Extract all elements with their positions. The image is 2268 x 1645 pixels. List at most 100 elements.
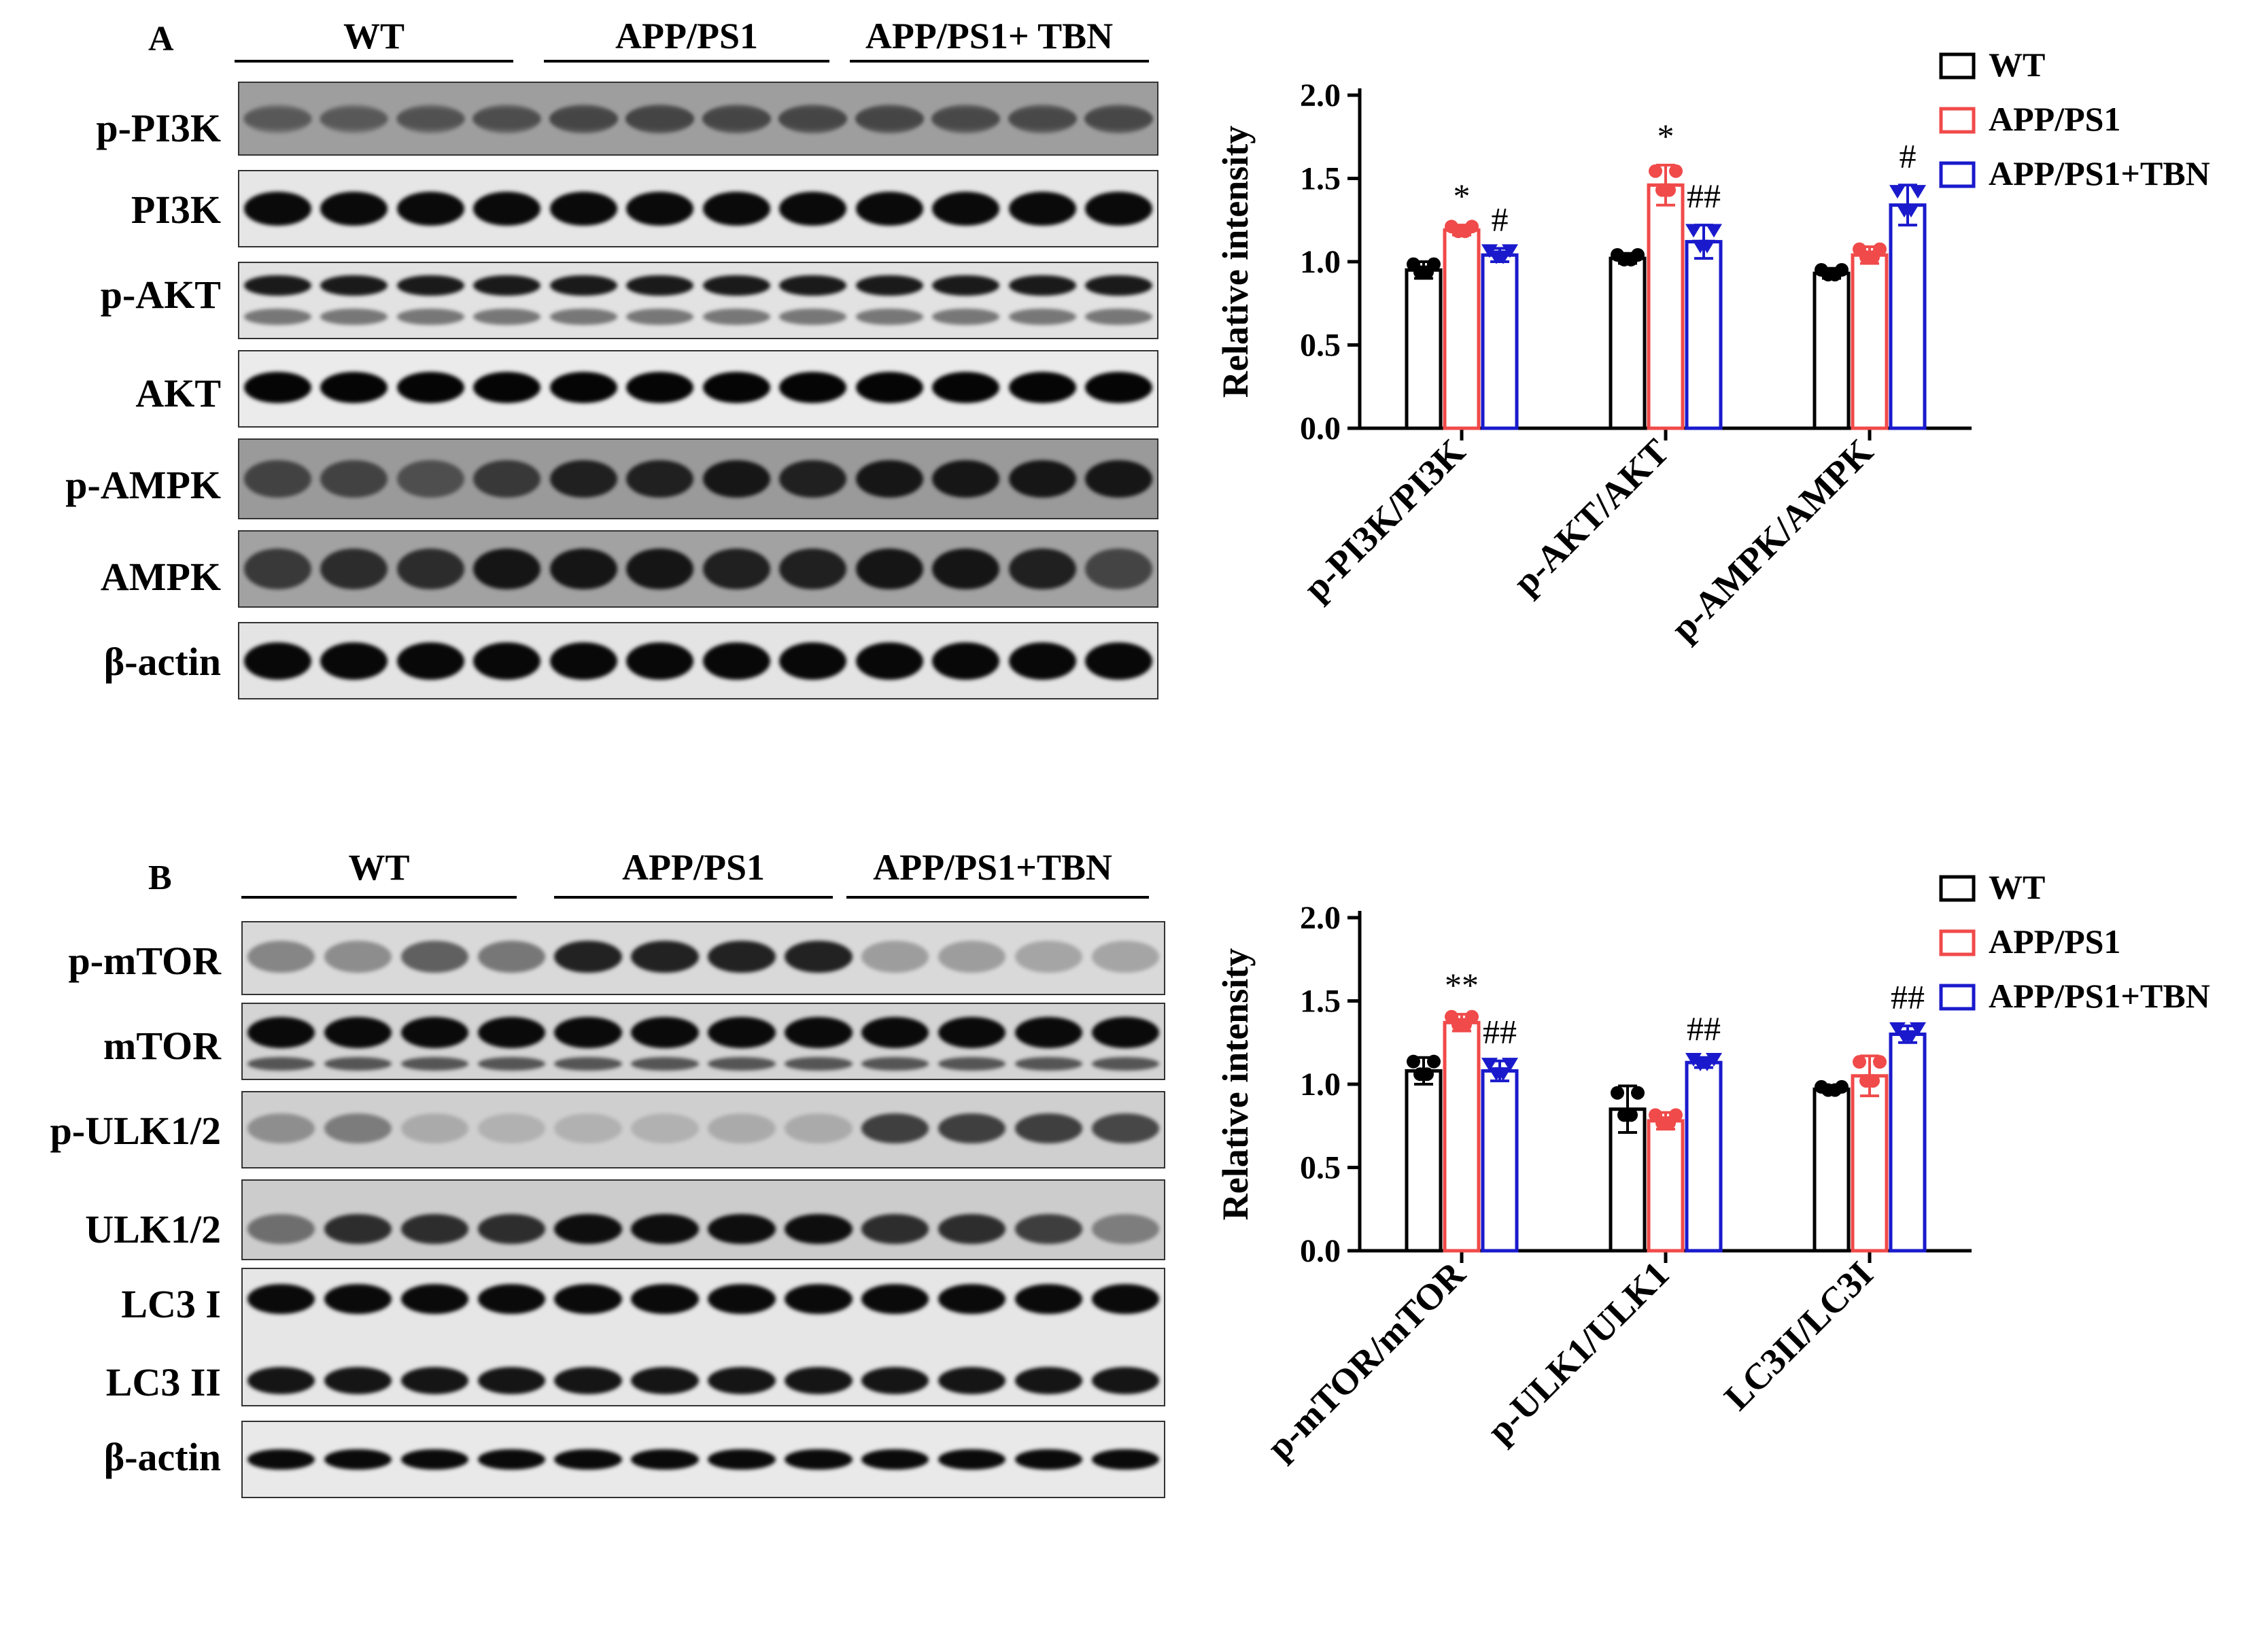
blot-band bbox=[477, 1016, 545, 1048]
blot-band bbox=[320, 309, 388, 326]
blot-a-akt bbox=[238, 350, 1158, 428]
significance-mark: # bbox=[1492, 200, 1509, 238]
panel-b-group-wt-line bbox=[241, 896, 517, 899]
blot-band bbox=[785, 1367, 853, 1394]
blot-band bbox=[247, 940, 315, 973]
legend-swatch bbox=[1939, 929, 1976, 956]
blot-band bbox=[473, 460, 541, 498]
data-point bbox=[1465, 1009, 1479, 1024]
bar bbox=[1685, 1060, 1723, 1253]
blot-band bbox=[1085, 192, 1153, 226]
y-tick-label: 2.0 bbox=[1300, 77, 1341, 114]
data-point bbox=[1649, 164, 1662, 178]
data-point bbox=[1502, 244, 1518, 258]
blot-band bbox=[938, 1214, 1006, 1245]
blot-band bbox=[779, 642, 847, 680]
panel-b-row-label: LC3 II bbox=[105, 1360, 221, 1404]
blot-band bbox=[855, 107, 923, 130]
blot-band bbox=[779, 275, 847, 296]
blot-band bbox=[320, 107, 388, 130]
blot-band bbox=[243, 371, 311, 403]
blot-band bbox=[247, 1057, 315, 1071]
blot-band bbox=[938, 1449, 1006, 1470]
data-point bbox=[1853, 1055, 1866, 1069]
blot-band bbox=[932, 548, 1000, 590]
blot-band bbox=[938, 1367, 1006, 1394]
blot-band bbox=[785, 1449, 853, 1470]
blot-band bbox=[247, 1214, 315, 1245]
bar bbox=[1405, 268, 1443, 430]
panel-b-letter: B bbox=[148, 859, 172, 897]
blot-band bbox=[324, 1367, 392, 1394]
data-point bbox=[1910, 185, 1926, 199]
blot-band bbox=[1014, 1284, 1083, 1314]
blot-band bbox=[708, 1367, 776, 1394]
blot-band bbox=[324, 1449, 392, 1470]
blot-band bbox=[785, 1016, 853, 1048]
blot-band bbox=[631, 1449, 699, 1470]
blot-band bbox=[549, 460, 617, 498]
blot-band bbox=[1085, 548, 1153, 590]
blot-band bbox=[477, 1057, 545, 1071]
data-point bbox=[1889, 185, 1906, 199]
significance-mark: ## bbox=[1891, 977, 1925, 1016]
blot-band bbox=[855, 192, 923, 226]
blot-band bbox=[477, 1113, 545, 1143]
significance-mark: ## bbox=[1687, 177, 1721, 215]
panel-a-letter: A bbox=[148, 20, 174, 58]
bar bbox=[1889, 203, 1927, 430]
panel-b-row-label: mTOR bbox=[103, 1024, 221, 1068]
x-category-label: p-ULK1/ULK1 bbox=[1479, 1253, 1677, 1451]
blot-band bbox=[702, 548, 770, 590]
significance-mark: ## bbox=[1483, 1013, 1517, 1051]
bar bbox=[1812, 1087, 1851, 1253]
blot-band bbox=[708, 1113, 776, 1143]
bar bbox=[1851, 253, 1889, 430]
data-point bbox=[1706, 1053, 1722, 1067]
blot-band bbox=[324, 1113, 392, 1143]
blot-band bbox=[626, 460, 694, 498]
panel-b-row-label: ULK1/2 bbox=[85, 1207, 221, 1251]
blot-band bbox=[549, 107, 617, 130]
blot-band bbox=[779, 192, 847, 226]
blot-band bbox=[247, 1284, 315, 1314]
blot-band bbox=[1008, 107, 1076, 130]
blot-band bbox=[1014, 1214, 1083, 1245]
panel-b-row-label: LC3 I bbox=[121, 1282, 221, 1326]
blot-band bbox=[396, 548, 464, 590]
panel-b-row-label: β-actin bbox=[103, 1435, 221, 1479]
blot-band bbox=[861, 1057, 929, 1071]
x-category-label: LC3II/LC3I bbox=[1717, 1253, 1881, 1418]
bar bbox=[1443, 228, 1481, 430]
blot-band bbox=[247, 1016, 315, 1048]
blot-band bbox=[631, 1214, 699, 1245]
data-point bbox=[1611, 1086, 1624, 1100]
panel-b-row-label: p-ULK1/2 bbox=[50, 1109, 221, 1153]
data-point bbox=[1903, 204, 1919, 218]
legend-label: APP/PS1 bbox=[1989, 100, 2120, 138]
blot-band bbox=[861, 1113, 929, 1143]
blot-a-p-pi3k bbox=[238, 82, 1158, 156]
blot-band bbox=[708, 1449, 776, 1470]
blot-band bbox=[243, 460, 311, 498]
blot-band bbox=[400, 1367, 468, 1394]
blot-band bbox=[626, 275, 694, 296]
blot-a-p-ampk bbox=[238, 438, 1158, 519]
blot-band bbox=[626, 548, 694, 590]
y-tick-label: 1.5 bbox=[1300, 984, 1341, 1020]
significance-mark: ## bbox=[1687, 1009, 1721, 1047]
blot-band bbox=[1008, 192, 1076, 226]
blot-band bbox=[938, 1057, 1006, 1071]
data-point bbox=[1495, 1067, 1511, 1081]
blot-band bbox=[702, 642, 770, 680]
blot-band bbox=[549, 192, 617, 226]
significance-mark: * bbox=[1657, 117, 1674, 155]
panel-a-row-label: p-PI3K bbox=[96, 106, 221, 150]
significance-mark: * bbox=[1454, 177, 1471, 215]
blot-band bbox=[932, 460, 1000, 498]
blot-band bbox=[243, 548, 311, 590]
panel-a-row-label: AMPK bbox=[100, 555, 221, 599]
blot-band bbox=[324, 1284, 392, 1314]
bar bbox=[1443, 1020, 1481, 1253]
blot-band bbox=[473, 548, 541, 590]
